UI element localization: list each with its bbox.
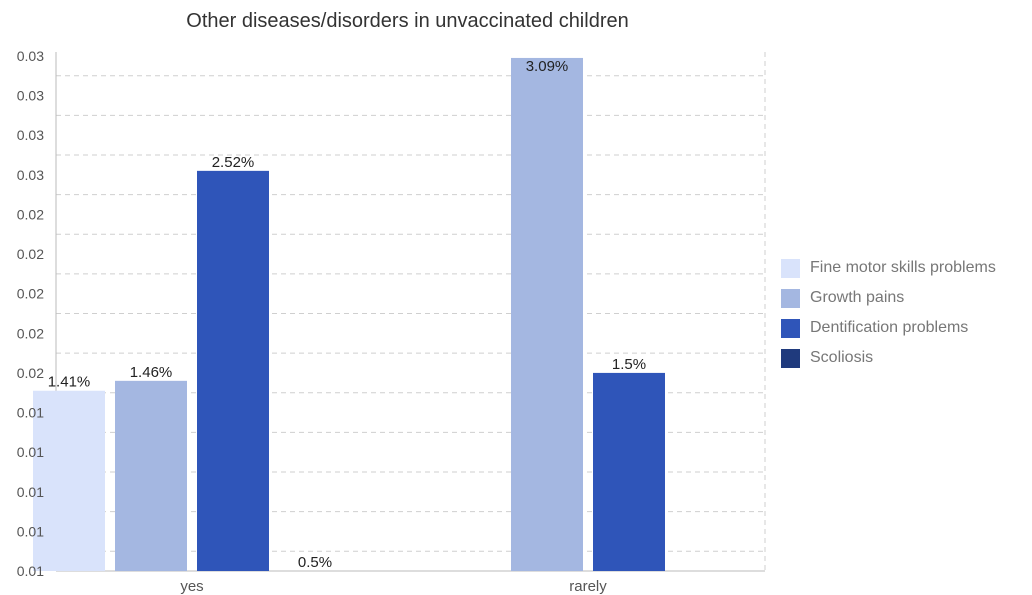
x-category-label: rarely	[569, 578, 607, 595]
y-tick-label: 0.02	[17, 246, 44, 262]
legend-swatch	[781, 318, 800, 338]
bar	[511, 57, 583, 571]
x-category-label: yes	[180, 578, 203, 595]
y-tick-label: 0.02	[17, 365, 44, 381]
bar	[33, 390, 105, 571]
legend-label: Growth pains	[810, 289, 905, 306]
y-tick-label: 0.02	[17, 325, 44, 341]
y-tick-label: 0.03	[17, 48, 44, 64]
bars	[33, 57, 665, 571]
chart-title: Other diseases/disorders in unvaccinated…	[186, 10, 629, 32]
legend-swatch	[781, 288, 800, 308]
y-tick-label: 0.03	[17, 167, 44, 183]
legend-label: Scoliosis	[810, 349, 874, 366]
legend-label: Dentification problems	[810, 319, 969, 336]
y-tick-label: 0.02	[17, 286, 44, 302]
bar	[197, 170, 269, 571]
y-tick-label: 0.02	[17, 206, 44, 222]
y-tick-label: 0.03	[17, 127, 44, 143]
legend-swatch	[781, 348, 800, 368]
legend-label: Fine motor skills problems	[810, 259, 996, 276]
y-tick-label: 0.01	[17, 444, 44, 460]
data-labels: 1.41% 1.46% 2.52% 0.5% 3.09% 1.5%	[48, 58, 646, 571]
legend-item[interactable]: Fine motor skills problems	[781, 253, 996, 283]
legend-item[interactable]: Growth pains	[781, 283, 996, 313]
y-tick-label: 0.01	[17, 405, 44, 421]
legend-item[interactable]: Scoliosis	[781, 343, 996, 373]
data-label: 1.41%	[48, 374, 91, 391]
y-tick-label: 0.01	[17, 484, 44, 500]
data-label: 1.5%	[612, 356, 646, 373]
legend: Fine motor skills problems Growth pains De…	[781, 253, 996, 373]
data-label: 2.52%	[212, 154, 255, 171]
legend-swatch	[781, 258, 800, 278]
data-label: 3.09%	[526, 58, 569, 75]
y-tick-label: 0.03	[17, 88, 44, 104]
data-label: 0.5%	[298, 554, 332, 571]
bar	[593, 372, 665, 571]
y-tick-label: 0.01	[17, 563, 44, 579]
y-tick-labels: 0.01 0.01 0.01 0.01 0.01 0.02 0.02 0.02 0.02 0.02…	[17, 48, 44, 579]
y-tick-label: 0.01	[17, 523, 44, 539]
bar	[115, 380, 187, 571]
data-label: 1.46%	[130, 364, 173, 381]
x-category-labels: yes rarely	[180, 578, 607, 595]
legend-item[interactable]: Dentification problems	[781, 313, 996, 343]
